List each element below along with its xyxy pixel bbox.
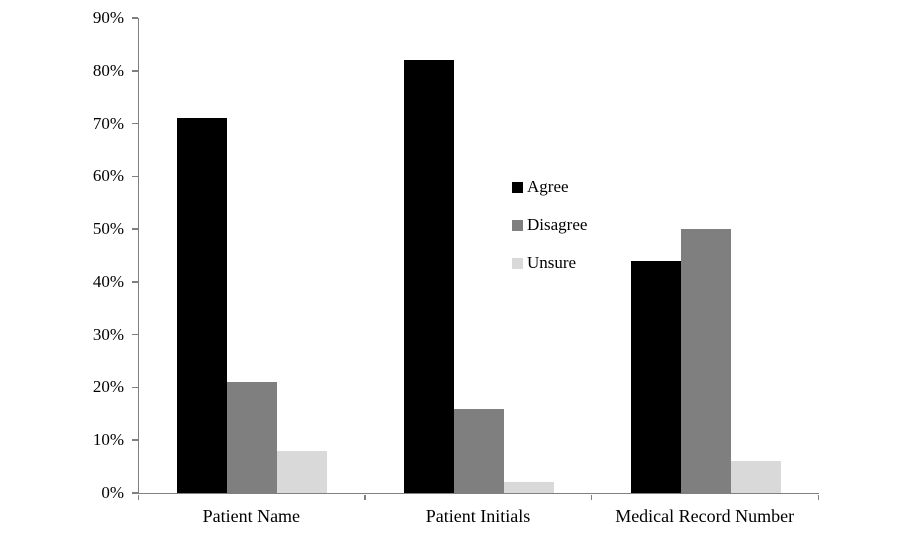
y-axis-label: 70% bbox=[92, 113, 124, 133]
x-axis-tick bbox=[590, 494, 593, 500]
y-axis-label: 40% bbox=[92, 271, 124, 291]
y-axis-tick bbox=[131, 70, 138, 72]
legend-swatch-unsure bbox=[512, 257, 523, 269]
y-axis-tick bbox=[131, 175, 138, 178]
y-axis-tick bbox=[131, 228, 138, 230]
y-axis-tick bbox=[131, 122, 138, 125]
x-axis-tick bbox=[137, 494, 139, 500]
legend-swatch-agree bbox=[512, 181, 523, 193]
legend-label: Unsure bbox=[527, 253, 577, 272]
bar-disagree-patient-name bbox=[227, 382, 278, 493]
plot-area bbox=[131, 17, 819, 500]
legend-swatch-disagree bbox=[512, 219, 523, 231]
bar-agree-patient-name bbox=[177, 118, 228, 493]
legend-label: Agree bbox=[527, 177, 569, 196]
legend-item-unsure: Unsure bbox=[512, 244, 587, 282]
x-axis-category-label: Medical Record Number bbox=[615, 506, 795, 526]
y-axis-label: 50% bbox=[92, 219, 124, 239]
x-axis-category-label: Patient Name bbox=[202, 506, 301, 526]
bar-disagree-patient-initials bbox=[454, 408, 504, 493]
y-axis-tick bbox=[131, 386, 138, 389]
bar-unsure-patient-initials bbox=[504, 482, 554, 493]
y-axis-label: 10% bbox=[92, 430, 124, 450]
bar-agree-medical-record-number bbox=[630, 260, 681, 493]
x-axis-category-label: Patient Initials bbox=[425, 506, 531, 526]
y-axis-label: 30% bbox=[92, 324, 124, 344]
bar-unsure-patient-name bbox=[277, 450, 328, 493]
y-axis-label: 60% bbox=[92, 166, 124, 186]
y-axis-tick bbox=[131, 439, 138, 441]
legend-item-agree: Agree bbox=[512, 168, 587, 206]
y-axis-tick bbox=[131, 333, 138, 336]
y-axis-tick bbox=[131, 17, 138, 19]
y-axis-tick bbox=[131, 281, 138, 283]
y-axis-tick bbox=[131, 492, 138, 494]
bar-disagree-medical-record-number bbox=[680, 229, 731, 493]
y-axis-label: 90% bbox=[92, 8, 124, 27]
legend: Agree Disagree Unsure bbox=[512, 168, 587, 282]
bar-unsure-medical-record-number bbox=[730, 461, 781, 493]
y-axis-label: 0% bbox=[101, 483, 124, 502]
legend-item-disagree: Disagree bbox=[512, 206, 587, 244]
legend-label: Disagree bbox=[527, 215, 588, 234]
x-axis-tick bbox=[364, 494, 366, 500]
x-axis-tick bbox=[817, 494, 819, 500]
y-axis-label: 80% bbox=[92, 60, 124, 80]
bar-agree-patient-initials bbox=[404, 60, 454, 493]
y-axis-label: 20% bbox=[92, 377, 124, 397]
